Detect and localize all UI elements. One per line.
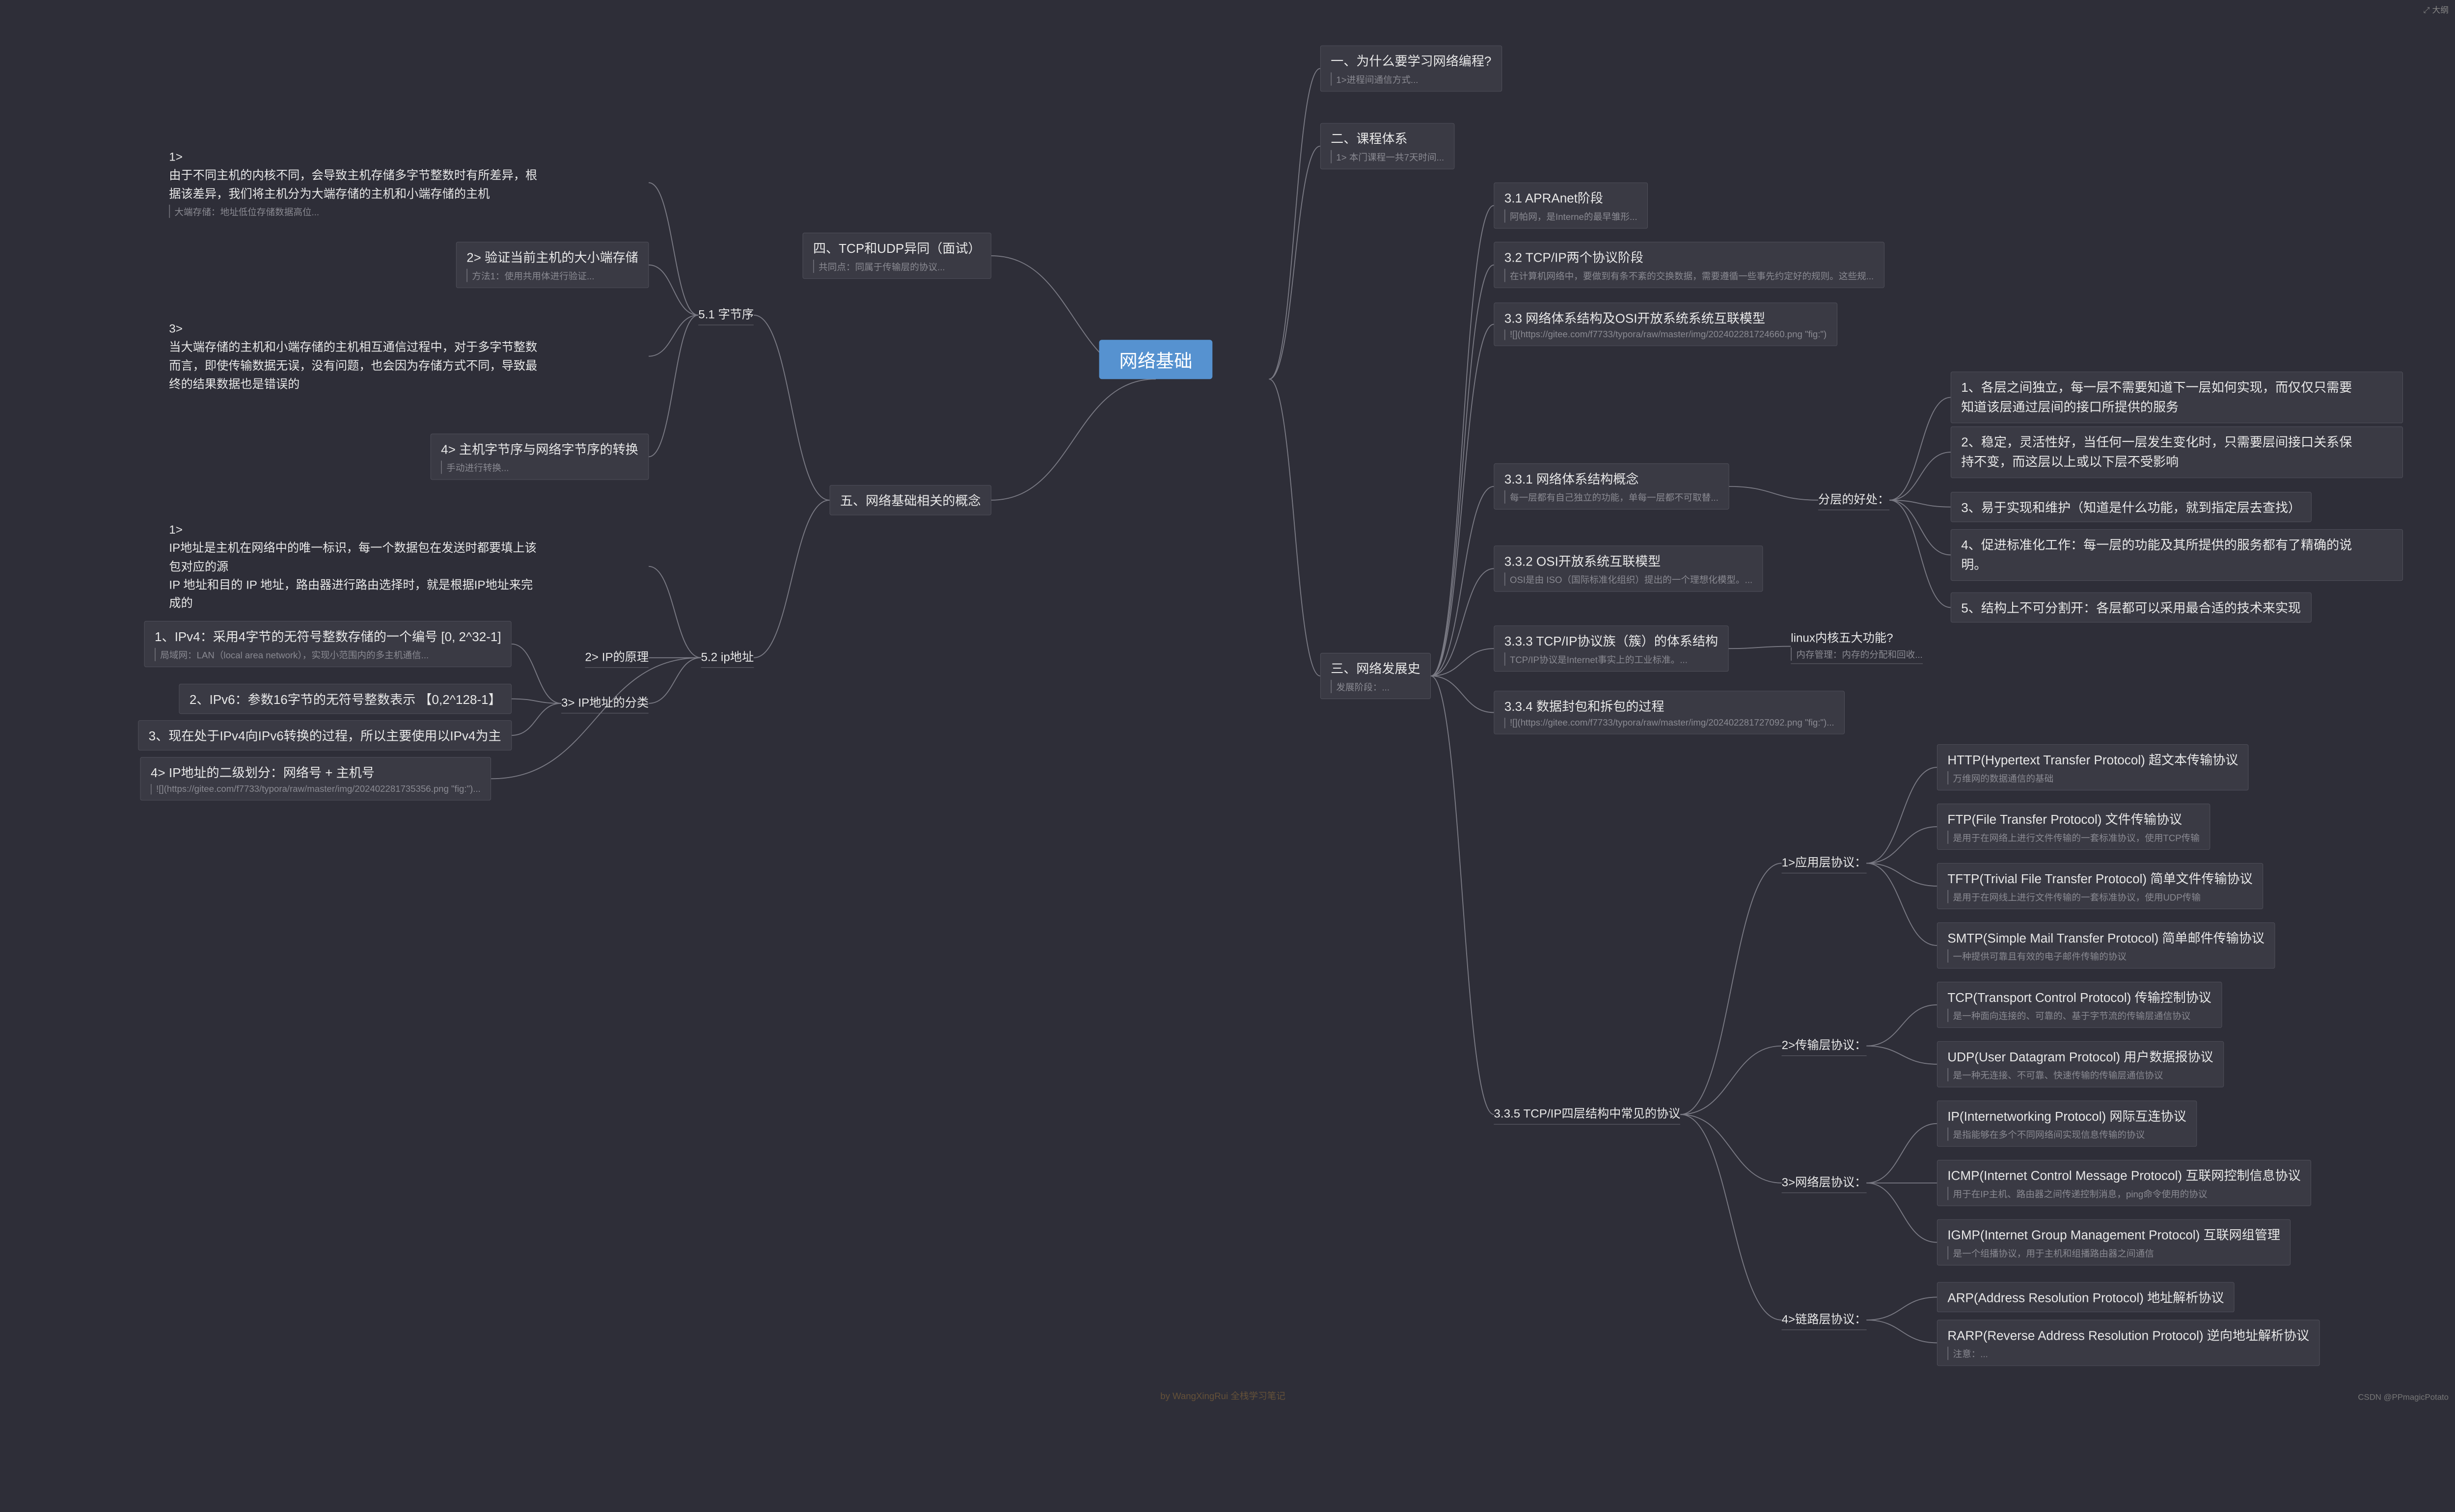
node-l52[interactable]: 5.2 ip地址 bbox=[701, 648, 754, 668]
node-trans[interactable]: 2>传输层协议： bbox=[1782, 1036, 1867, 1056]
node-rarp[interactable]: RARP(Reverse Address Resolution Protocol… bbox=[1937, 1320, 2320, 1366]
node-b1[interactable]: 1、各层之间独立，每一层不需要知道下一层如何实现，而仅仅只需要 知道该层通过层间… bbox=[1951, 372, 2403, 423]
node-r333[interactable]: 3.3.3 TCP/IP协议族（簇）的体系结构TCP/IP协议是Internet… bbox=[1494, 625, 1728, 672]
node-l2a[interactable]: 2> 验证当前主机的大小端存储方法1：使用共用体进行验证... bbox=[456, 242, 649, 288]
node-l3b[interactable]: 3> IP地址的分类 bbox=[561, 693, 649, 713]
node-net[interactable]: 3>网络层协议： bbox=[1782, 1173, 1867, 1193]
node-b4[interactable]: 4、促进标准化工作：每一层的功能及其所提供的服务都有了精确的说 明。 bbox=[1951, 529, 2403, 581]
node-l3a[interactable]: 3> 当大端存储的主机和小端存储的主机相互通信过程中，对于多字节整数 而言，即使… bbox=[169, 320, 649, 393]
watermark-center: by WangXingRui 全栈学习笔记 bbox=[1160, 1388, 1285, 1402]
node-r31[interactable]: 3.1 APRAnet阶段阿帕网，是Interne的最早雏形... bbox=[1494, 183, 1647, 229]
node-r32[interactable]: 3.2 TCP/IP两个协议阶段在计算机网络中，要做到有条不紊的交换数据，需要遵… bbox=[1494, 242, 1884, 288]
node-r331[interactable]: 3.3.1 网络体系结构概念每一层都有自己独立的功能，单每一层都不可取替... bbox=[1494, 463, 1729, 510]
node-arp[interactable]: ARP(Address Resolution Protocol) 地址解析协议 bbox=[1937, 1282, 2235, 1312]
node-l4b[interactable]: 4> IP地址的二级划分：网络号 + 主机号![](https://gitee.… bbox=[140, 757, 491, 800]
node-link[interactable]: 4>链路层协议： bbox=[1782, 1310, 1867, 1330]
node-n4[interactable]: 四、TCP和UDP异同（面试）共同点：同属于传输层的协议... bbox=[803, 233, 991, 279]
node-l51[interactable]: 5.1 字节序 bbox=[698, 305, 754, 325]
node-ipv4now[interactable]: 3、现在处于IPv4向IPv6转换的过程，所以主要使用以IPv4为主 bbox=[138, 720, 512, 750]
node-b3[interactable]: 3、易于实现和维护（知道是什么功能，就到指定层去查找） bbox=[1951, 492, 2312, 522]
mindmap-canvas[interactable]: by WangXingRui 全栈学习笔记 CSDN @PPmagicPotat… bbox=[0, 0, 2455, 1407]
watermark-corner: CSDN @PPmagicPotato bbox=[2358, 1393, 2449, 1403]
node-ip[interactable]: IP(Internetworking Protocol) 网际互连协议是指能够在… bbox=[1937, 1101, 2197, 1147]
toolbar-outline[interactable]: ⤢ 大纲 bbox=[2423, 3, 2449, 15]
node-ipv6[interactable]: 2、IPv6：参数16字节的无符号整数表示 【0,2^128-1】 bbox=[179, 684, 512, 714]
node-bene[interactable]: 分层的好处： bbox=[1818, 490, 1889, 510]
node-n1[interactable]: 一、为什么要学习网络编程?1>进程间通信方式... bbox=[1320, 46, 1502, 92]
node-smtp[interactable]: SMTP(Simple Mail Transfer Protocol) 简单邮件… bbox=[1937, 922, 2275, 969]
node-r332[interactable]: 3.3.2 OSI开放系统互联模型OSI是由 ISO（国际标准化组织）提出的一个… bbox=[1494, 545, 1763, 592]
node-b2[interactable]: 2、稳定，灵活性好，当任何一层发生变化时，只需要层间接口关系保 持不变，而这层以… bbox=[1951, 427, 2403, 478]
node-udp[interactable]: UDP(User Datagram Protocol) 用户数据报协议是一种无连… bbox=[1937, 1041, 2224, 1087]
node-r335[interactable]: 3.3.5 TCP/IP四层结构中常见的协议 bbox=[1494, 1105, 1680, 1125]
node-igmp[interactable]: IGMP(Internet Group Management Protocol)… bbox=[1937, 1219, 2291, 1266]
node-r33[interactable]: 3.3 网络体系结构及OSI开放系统系统互联模型![](https://gite… bbox=[1494, 302, 1837, 346]
node-icmp[interactable]: ICMP(Internet Control Message Protocol) … bbox=[1937, 1160, 2311, 1206]
node-root[interactable]: 网络基础 bbox=[1156, 359, 1269, 399]
node-app[interactable]: 1>应用层协议： bbox=[1782, 853, 1867, 873]
node-n3[interactable]: 三、网络发展史发展阶段：... bbox=[1320, 653, 1431, 699]
node-l1a[interactable]: 1> 由于不同主机的内核不同，会导致主机存储多字节整数时有所差异，根 据该差异，… bbox=[169, 148, 649, 218]
node-n2[interactable]: 二、课程体系1> 本门课程一共7天时间... bbox=[1320, 123, 1455, 169]
node-tcp[interactable]: TCP(Transport Control Protocol) 传输控制协议是一… bbox=[1937, 982, 2222, 1028]
node-l4a[interactable]: 4> 主机字节序与网络字节序的转换手动进行转换... bbox=[431, 433, 649, 480]
node-n5[interactable]: 五、网络基础相关的概念 bbox=[830, 485, 991, 515]
node-tftp[interactable]: TFTP(Trivial File Transfer Protocol) 简单文… bbox=[1937, 863, 2263, 909]
node-linux[interactable]: linux内核五大功能?内存管理：内存的分配和回收... bbox=[1791, 629, 1923, 664]
node-r334[interactable]: 3.3.4 数据封包和拆包的过程![](https://gitee.com/f7… bbox=[1494, 691, 1845, 734]
node-l2b[interactable]: 2> IP的原理 bbox=[585, 648, 649, 668]
node-ftp[interactable]: FTP(File Transfer Protocol) 文件传输协议是用于在网络… bbox=[1937, 804, 2210, 850]
node-http[interactable]: HTTP(Hypertext Transfer Protocol) 超文本传输协… bbox=[1937, 744, 2249, 790]
node-ipv4[interactable]: 1、IPv4：采用4字节的无符号整数存储的一个编号 [0, 2^32-1]局域网… bbox=[144, 621, 512, 667]
node-l1b[interactable]: 1> IP地址是主机在网络中的唯一标识，每一个数据包在发送时都要填上该 包对应的… bbox=[169, 520, 649, 612]
node-b5[interactable]: 5、结构上不可分割开：各层都可以采用最合适的技术来实现 bbox=[1951, 593, 2312, 622]
